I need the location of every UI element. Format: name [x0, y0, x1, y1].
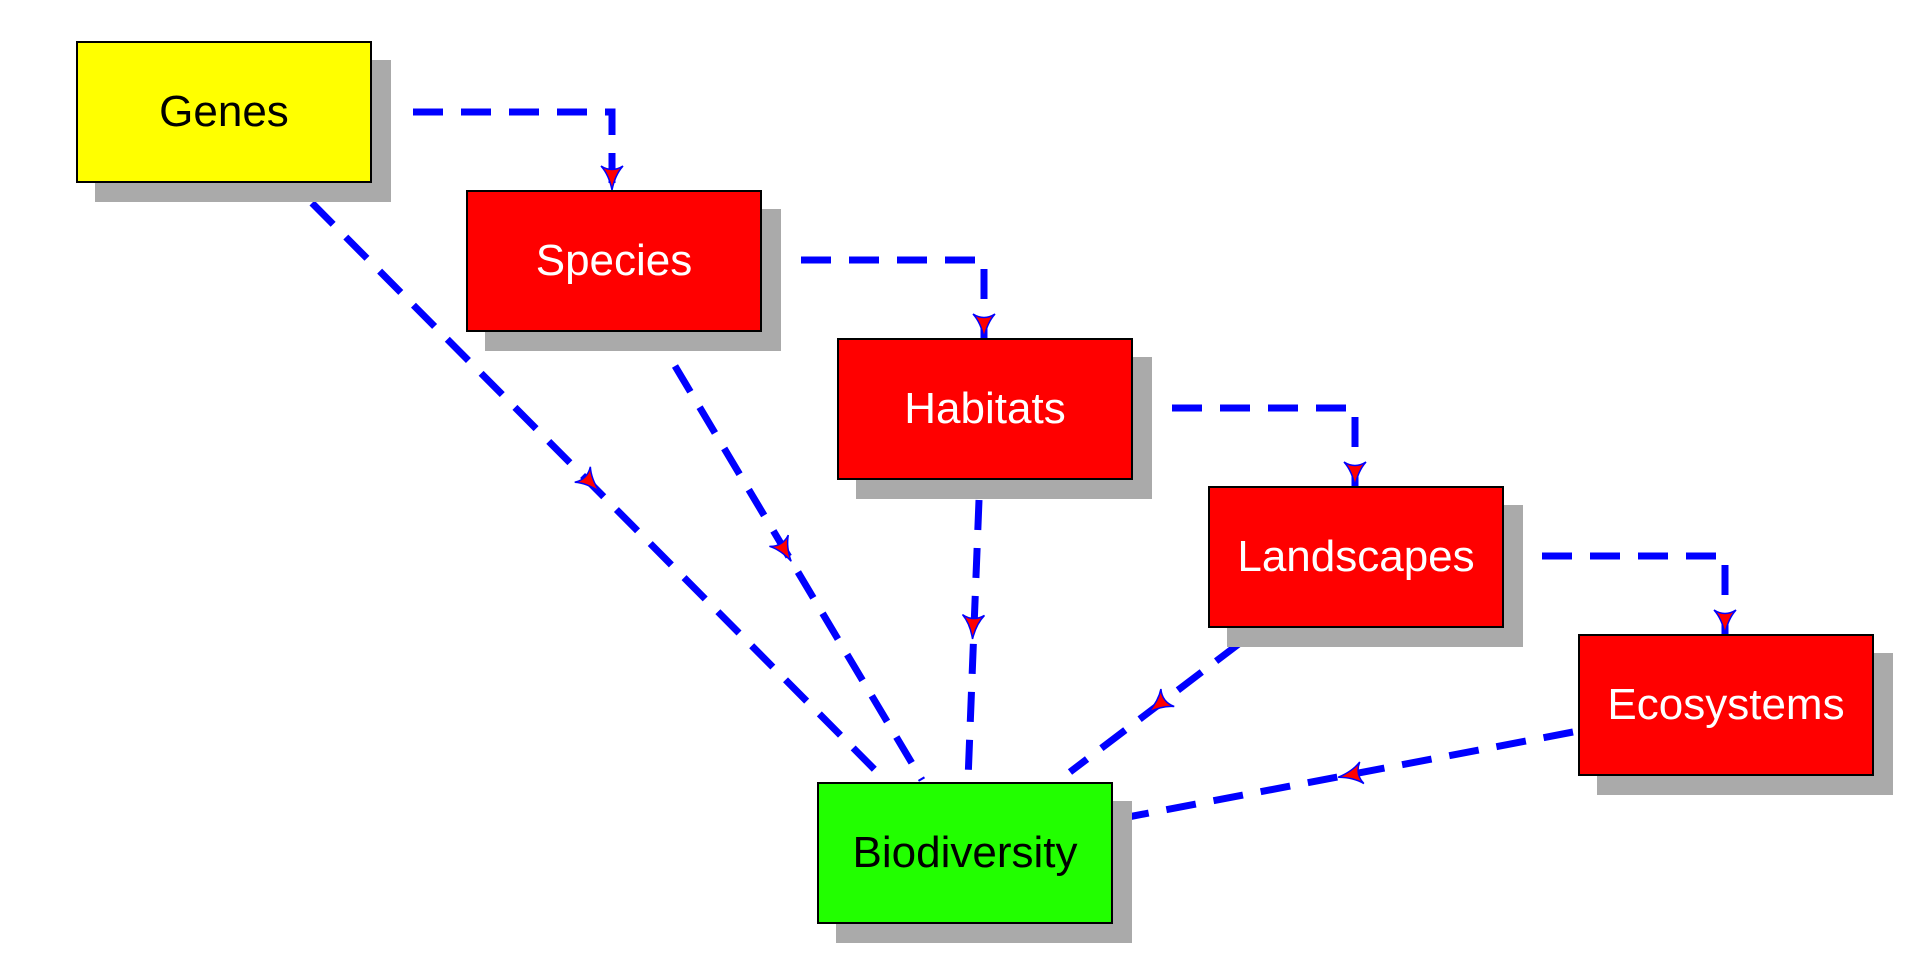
edge-line	[801, 256, 988, 338]
edge-landscapes-to-ecosystems	[1542, 552, 1737, 635]
edge-ecosystems-to-biodiversity	[1127, 728, 1574, 821]
edge-line	[1127, 728, 1574, 821]
edge-habitats-to-landscapes	[1172, 404, 1367, 487]
edge-line	[413, 108, 616, 190]
edge-line	[671, 364, 926, 782]
edge-landscapes-to-biodiversity	[1067, 640, 1243, 775]
node-genes-label: Genes	[159, 87, 289, 136]
node-landscapes[interactable]: Landscapes	[1208, 486, 1504, 628]
arrowhead-icon	[574, 466, 601, 493]
arrowhead-icon	[1713, 609, 1737, 635]
edge-line	[964, 499, 983, 781]
node-ecosystems[interactable]: Ecosystems	[1578, 634, 1874, 776]
node-species[interactable]: Species	[466, 190, 762, 332]
node-habitats-label: Habitats	[904, 384, 1066, 433]
arrowhead-icon	[1343, 461, 1367, 487]
arrowhead-icon	[600, 165, 624, 191]
arrowhead-icon	[1147, 688, 1175, 713]
edge-line	[1172, 404, 1359, 486]
arrowhead-icon	[961, 613, 986, 640]
arrowhead-icon	[972, 313, 996, 339]
edge-genes-to-biodiversity	[309, 200, 888, 783]
node-species-label: Species	[535, 236, 693, 285]
edge-genes-to-species	[413, 108, 624, 191]
node-habitats[interactable]: Habitats	[837, 338, 1133, 480]
edge-habitats-to-biodiversity	[961, 499, 986, 781]
arrowhead-icon	[769, 534, 792, 562]
edges-layer	[309, 108, 1737, 821]
node-genes[interactable]: Genes	[76, 41, 372, 183]
edge-species-to-habitats	[801, 256, 996, 339]
node-biodiversity-label: Biodiversity	[852, 828, 1078, 877]
arrowhead-icon	[1337, 761, 1365, 785]
node-biodiversity[interactable]: Biodiversity	[817, 782, 1113, 924]
node-ecosystems-label: Ecosystems	[1607, 680, 1845, 729]
edge-species-to-biodiversity	[671, 364, 926, 782]
edge-line	[1542, 552, 1729, 634]
node-landscapes-label: Landscapes	[1237, 532, 1475, 581]
